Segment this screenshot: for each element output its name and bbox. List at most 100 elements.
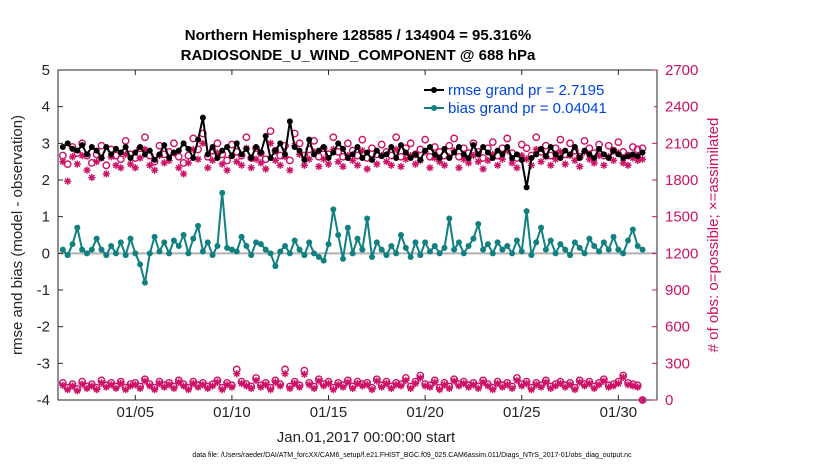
obs-assimilated-marker xyxy=(315,162,323,171)
rmse-data-point xyxy=(475,151,482,158)
rmse-data-point xyxy=(243,145,250,152)
bias-data-point xyxy=(605,246,612,253)
bias-data-point xyxy=(494,239,501,246)
rmse-data-point xyxy=(513,151,520,158)
obs-assimilated-marker xyxy=(440,381,449,389)
rmse-data-point xyxy=(320,144,327,150)
obs-assimilated-marker xyxy=(151,166,159,174)
rmse-data-point xyxy=(639,149,646,156)
rmse-data-point xyxy=(151,156,158,163)
obs-assimilated-marker xyxy=(126,382,135,390)
obs-assimilated-marker xyxy=(522,379,531,388)
rmse-data-point xyxy=(112,145,119,152)
obs-assimilated-marker xyxy=(73,387,81,395)
obs-assimilated-marker xyxy=(237,161,246,169)
obs-assimilated-marker xyxy=(392,381,400,389)
bias-data-point xyxy=(146,250,153,257)
bias-data-point xyxy=(600,239,607,246)
rmse-data-point xyxy=(224,144,231,150)
bias-data-point xyxy=(112,250,119,257)
obs-possible-marker xyxy=(488,138,497,147)
obs-assimilated-marker xyxy=(363,381,371,389)
rmse-data-point xyxy=(470,142,477,149)
bias-data-point xyxy=(567,252,574,259)
obs-assimilated-marker xyxy=(305,381,313,389)
rmse-data-point xyxy=(340,145,347,152)
obs-assimilated-marker xyxy=(59,158,67,166)
data-file-footer: data file: /Users/raeder/DAI/ATM_forcXX/… xyxy=(192,452,632,459)
obs-assimilated-marker xyxy=(271,156,279,165)
chart-title-line-1: Northern Hemisphere 128585 / 134904 = 95… xyxy=(185,27,531,44)
bias-data-point xyxy=(180,232,187,238)
obs-assimilated-marker xyxy=(508,384,516,392)
y-tick-label: 4 xyxy=(42,99,50,116)
obs-assimilated-marker xyxy=(527,386,536,394)
obs-assimilated-marker xyxy=(605,383,613,391)
obs-assimilated-marker xyxy=(590,384,598,392)
obs-assimilated-marker xyxy=(324,379,333,388)
obs-assimilated-marker xyxy=(638,155,647,163)
bias-data-point xyxy=(344,224,351,231)
rmse-data-point xyxy=(257,149,264,156)
obs-assimilated-marker xyxy=(542,378,550,386)
bias-data-point xyxy=(451,246,458,253)
obs-assimilated-marker xyxy=(199,381,207,389)
rmse-data-point xyxy=(422,147,429,154)
obs-assimilated-marker xyxy=(600,161,608,169)
obs-assimilated-marker xyxy=(257,159,265,167)
obs-assimilated-marker xyxy=(131,164,139,172)
bias-data-point xyxy=(441,244,448,251)
y-axis-left: -4 -3 -2 -1 0 1 2 3 4 5 xyxy=(37,62,63,409)
obs-assimilated-marker xyxy=(300,161,308,169)
obs-assimilated-marker xyxy=(262,165,270,173)
obs-assimilated-marker xyxy=(126,160,135,168)
bias-data-point xyxy=(629,226,636,233)
rmse-data-point xyxy=(393,155,400,161)
x-tick-label: 01/30 xyxy=(600,404,638,421)
obs-assimilated-marker xyxy=(64,177,72,185)
bias-data-point xyxy=(523,208,530,215)
rmse-data-point xyxy=(538,145,545,152)
obs-assimilated-marker xyxy=(634,156,642,165)
obs-assimilated-marker xyxy=(465,159,473,167)
obs-assimilated-marker xyxy=(465,383,473,391)
obs-assimilated-marker xyxy=(165,381,173,389)
rmse-data-point xyxy=(161,142,168,149)
obs-possible-marker xyxy=(445,141,454,150)
rmse-data-point xyxy=(446,155,453,161)
obs-assimilated-marker xyxy=(595,381,603,389)
obs-assimilated-marker xyxy=(271,378,279,386)
obs-assimilated-marker xyxy=(498,383,507,391)
rmse-data-point xyxy=(69,145,76,152)
obs-possible-marker xyxy=(392,133,401,142)
y-tick-label: -4 xyxy=(37,392,50,409)
bias-data-point xyxy=(141,279,148,286)
bias-data-point xyxy=(103,252,110,259)
obs-assimilated-marker xyxy=(78,380,86,388)
rmse-data-point xyxy=(190,155,197,161)
obs-assimilated-marker xyxy=(571,386,579,394)
y-axis-label-right: # of obs: o=possible; ×=assimilated xyxy=(705,118,722,353)
obs-possible-marker xyxy=(406,139,415,148)
y-tick-label: 1 xyxy=(42,209,50,226)
rmse-data-point xyxy=(426,144,433,150)
obs-assimilated-marker xyxy=(233,370,241,378)
obs-assimilated-marker xyxy=(131,381,139,389)
bias-data-point xyxy=(484,241,491,248)
bias-data-point xyxy=(108,243,115,249)
rmse-data-point xyxy=(451,149,458,156)
obs-possible-marker xyxy=(343,139,352,148)
obs-assimilated-marker xyxy=(175,164,183,172)
rmse-data-point xyxy=(195,136,202,143)
obs-assimilated-marker xyxy=(122,386,130,394)
rmse-data-point xyxy=(315,147,322,154)
obs-assimilated-marker xyxy=(590,159,598,167)
bias-data-point xyxy=(233,248,240,255)
obs-assimilated-marker xyxy=(300,370,308,378)
obs-assimilated-marker xyxy=(474,384,482,392)
obs-assimilated-marker xyxy=(252,376,260,385)
obs-assimilated-marker xyxy=(489,386,497,394)
rmse-data-point xyxy=(368,156,375,163)
obs-assimilated-marker xyxy=(402,155,410,163)
